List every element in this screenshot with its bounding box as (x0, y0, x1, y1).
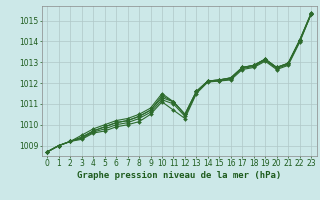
X-axis label: Graphe pression niveau de la mer (hPa): Graphe pression niveau de la mer (hPa) (77, 171, 281, 180)
